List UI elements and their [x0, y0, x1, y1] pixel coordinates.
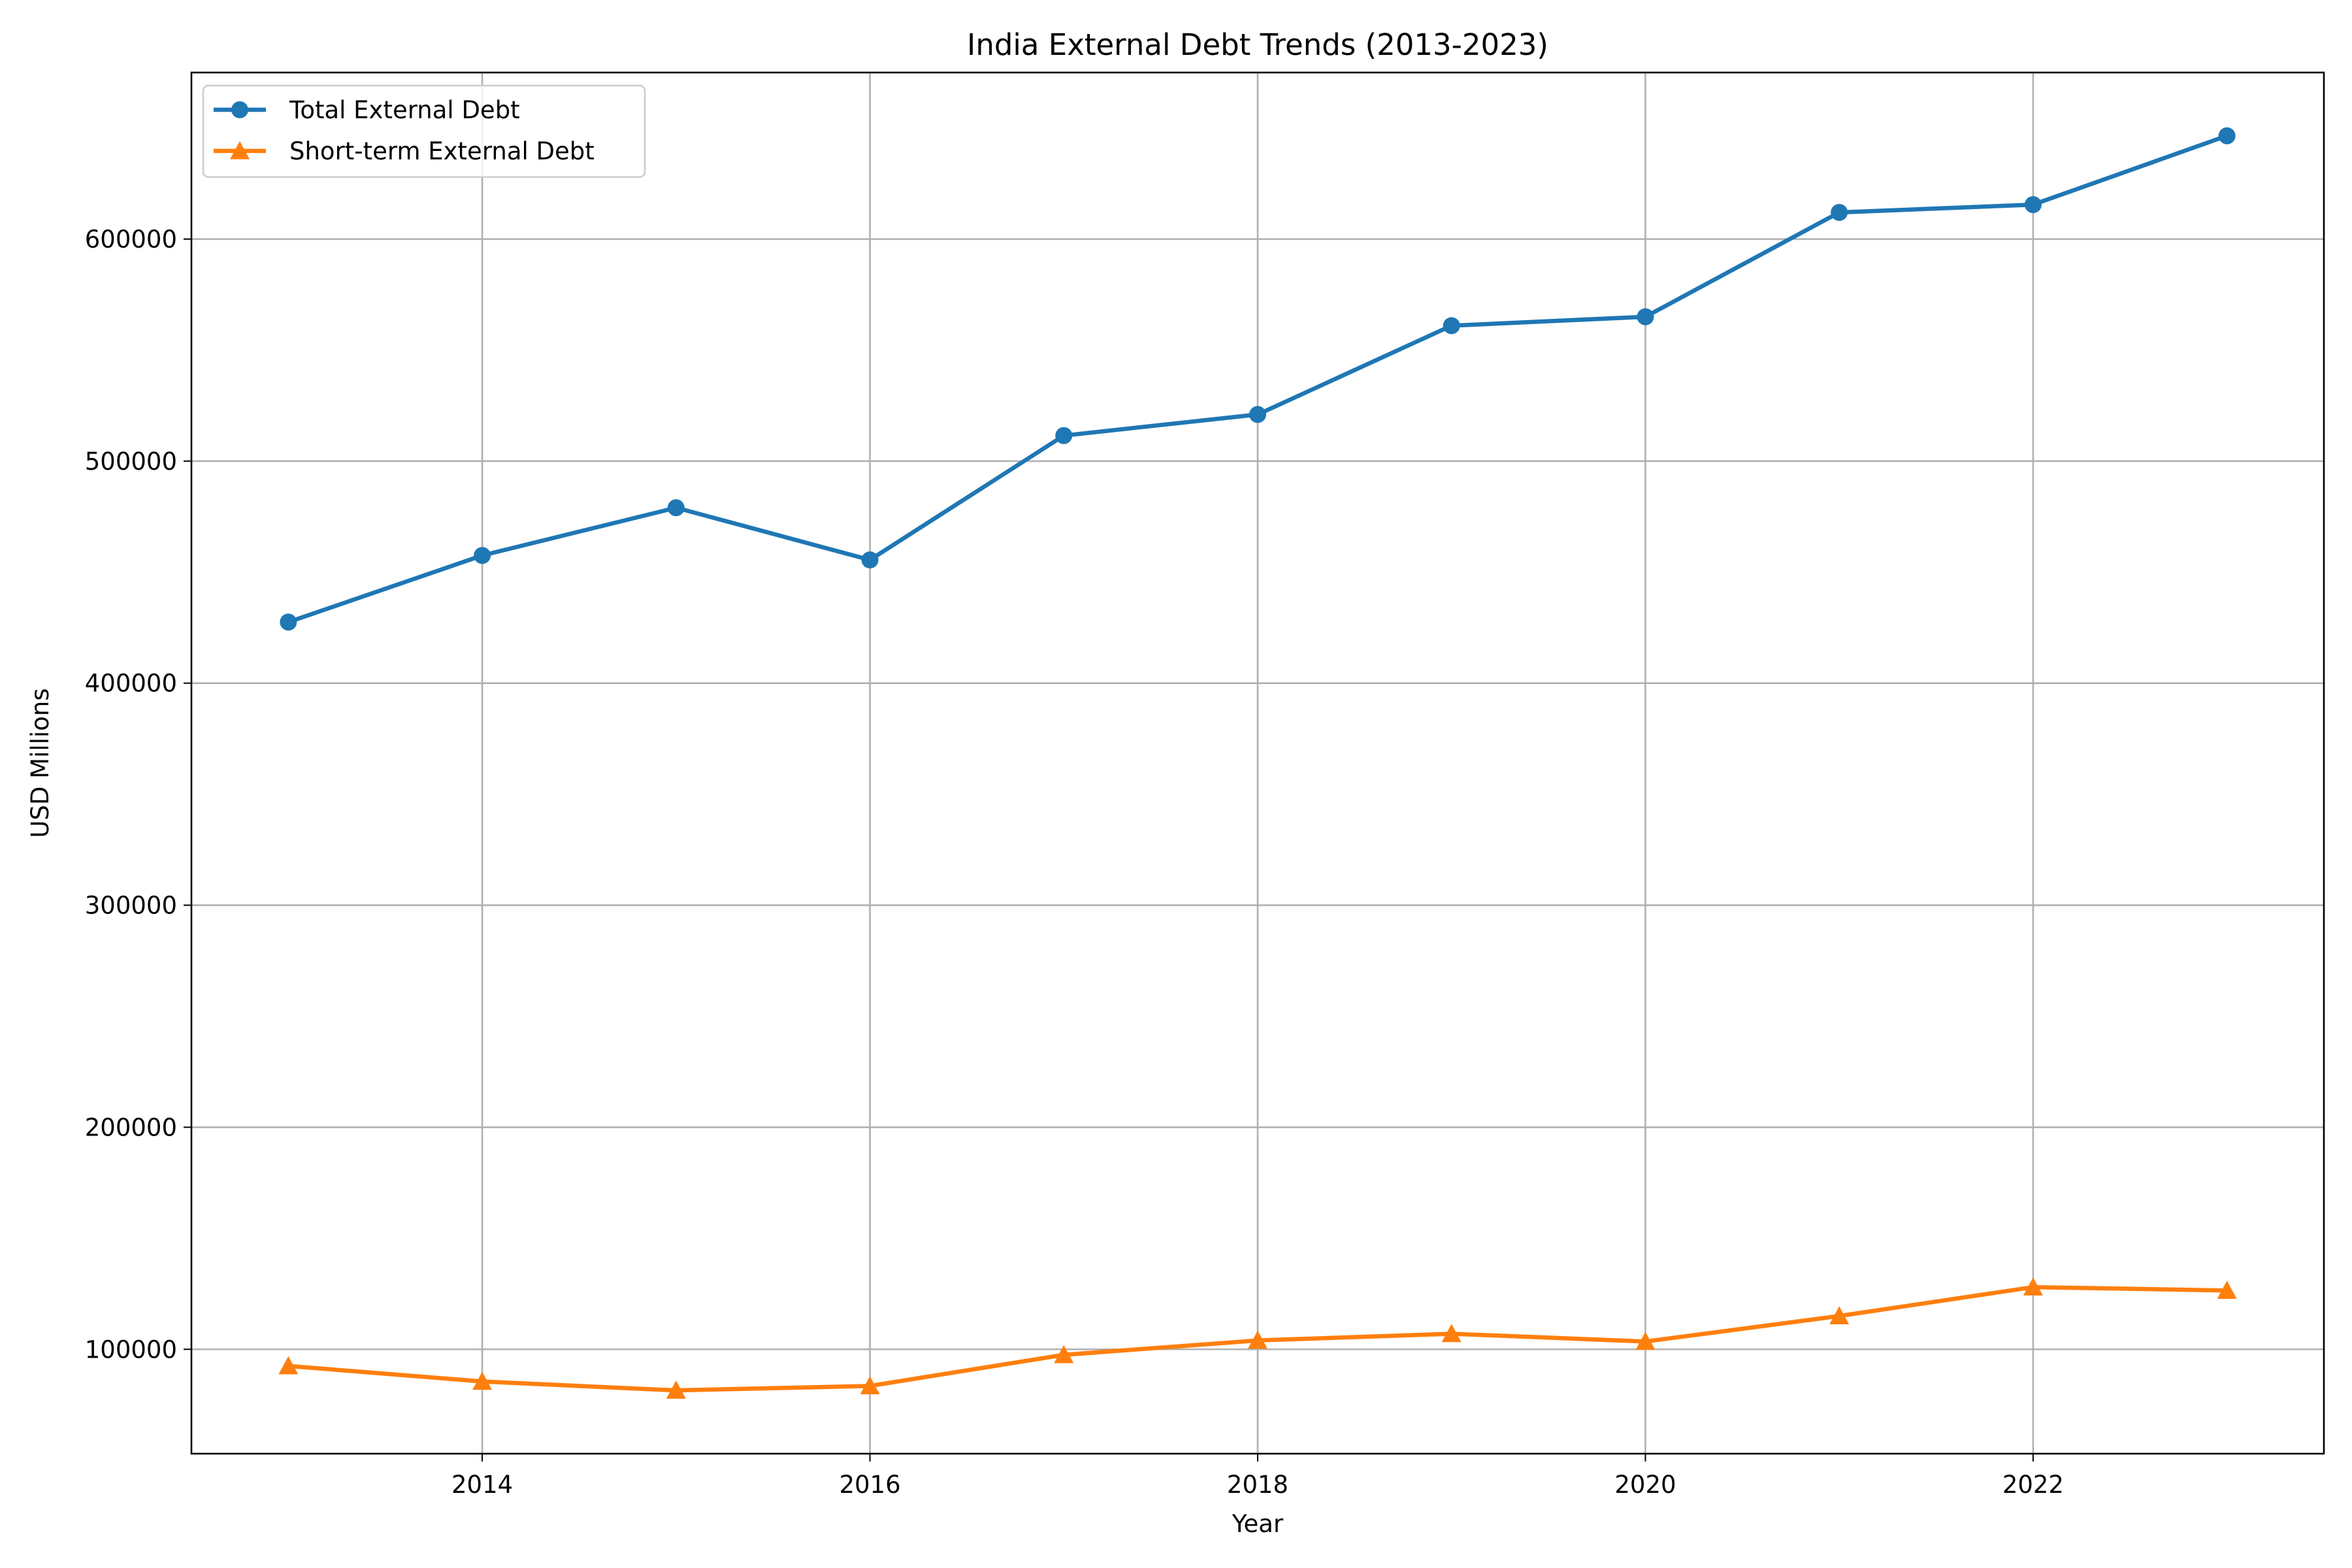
data-point: [2217, 1281, 2237, 1299]
data-point: [472, 1371, 493, 1390]
data-point: [280, 613, 297, 631]
data-point: [2218, 127, 2236, 144]
x-tick-label: 2022: [2002, 1471, 2064, 1499]
legend-marker: [230, 141, 250, 159]
x-tick-label: 2016: [839, 1471, 900, 1499]
data-point: [278, 1356, 299, 1375]
y-tick-label: 500000: [85, 448, 177, 476]
y-axis-label: USD Millions: [26, 688, 54, 838]
data-point: [1831, 204, 1848, 221]
series-total-external-debt: [280, 127, 2236, 631]
grid-lines: [191, 73, 2324, 1454]
x-tick-label: 2014: [451, 1471, 513, 1499]
x-axis-label: Year: [1232, 1510, 1284, 1538]
x-tick-label: 2020: [1614, 1471, 1676, 1499]
data-point: [666, 1380, 686, 1399]
data-point: [2023, 1277, 2043, 1296]
y-tick-label: 400000: [85, 670, 177, 698]
data-point: [1249, 406, 1266, 423]
data-point: [1637, 308, 1654, 325]
y-tick-label: 300000: [85, 892, 177, 920]
legend-box: [202, 84, 646, 178]
x-axis: 2014 2016 2018 2020 2022: [451, 1454, 2064, 1499]
series-short-term-external-debt: [278, 1277, 2237, 1399]
y-tick-label: 200000: [85, 1113, 177, 1141]
data-point: [860, 1376, 880, 1395]
data-point: [1054, 1345, 1074, 1364]
data-point: [1829, 1306, 1850, 1325]
chart-title: India External Debt Trends (2013-2023): [967, 27, 1548, 62]
data-point: [1441, 1324, 1462, 1343]
y-axis: 100000 200000 300000 400000 500000 600000: [85, 225, 191, 1364]
data-point: [474, 547, 491, 564]
series-group: [278, 127, 2237, 1399]
data-point: [1248, 1330, 1267, 1349]
legend-marker: [231, 101, 248, 118]
legend: Total External Debt Short-term External D…: [202, 84, 646, 178]
y-tick-label: 100000: [85, 1335, 177, 1364]
x-tick-label: 2018: [1227, 1471, 1288, 1499]
legend-label: Short-term External Debt: [289, 137, 595, 165]
data-point: [1443, 317, 1460, 335]
y-tick-label: 600000: [85, 225, 177, 253]
data-point: [667, 499, 685, 517]
data-point: [2024, 196, 2042, 214]
data-point: [1055, 427, 1073, 444]
data-point: [1635, 1331, 1656, 1350]
legend-label: Total External Debt: [289, 96, 520, 124]
data-point: [861, 551, 879, 569]
